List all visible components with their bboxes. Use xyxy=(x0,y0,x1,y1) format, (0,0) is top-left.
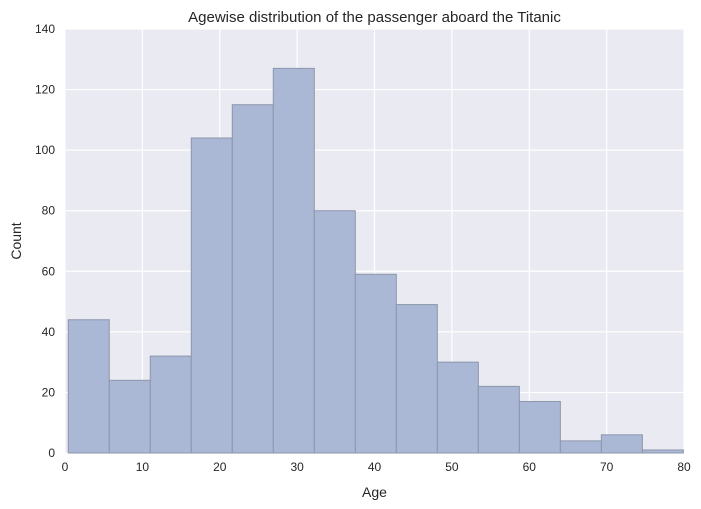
y-axis-label: Count xyxy=(8,222,24,259)
x-axis-label: Age xyxy=(362,484,387,500)
histogram-bar-5 xyxy=(272,67,315,454)
histogram-bar-0 xyxy=(67,319,110,454)
histogram-bar-10 xyxy=(477,385,520,454)
y-tick-label-4: 80 xyxy=(42,204,56,218)
histogram-bar-6 xyxy=(313,210,356,454)
histogram-bar-14 xyxy=(641,449,684,454)
x-tick-label-7: 70 xyxy=(600,460,614,474)
y-tick-label-2: 40 xyxy=(42,325,56,339)
y-tick-label-6: 120 xyxy=(35,83,55,97)
y-tick-label-0: 0 xyxy=(48,446,55,460)
y-tick-label-3: 60 xyxy=(42,264,56,278)
histogram-bar-2 xyxy=(149,355,192,454)
chart-title: Agewise distribution of the passenger ab… xyxy=(188,9,561,26)
histogram-bar-12 xyxy=(559,440,602,454)
x-tick-label-4: 40 xyxy=(368,460,382,474)
y-tick-label-5: 100 xyxy=(35,143,55,157)
histogram-bars xyxy=(67,67,684,454)
x-tick-label-1: 10 xyxy=(136,460,150,474)
x-tick-labels: 0 10 20 30 40 50 60 70 80 xyxy=(62,460,691,474)
x-tick-label-8: 80 xyxy=(677,460,691,474)
x-tick-label-3: 30 xyxy=(290,460,304,474)
x-tick-label-5: 50 xyxy=(445,460,459,474)
histogram-bar-11 xyxy=(518,401,561,454)
histogram-bar-7 xyxy=(354,273,397,454)
y-tick-label-7: 140 xyxy=(35,22,55,36)
x-tick-label-0: 0 xyxy=(62,460,69,474)
histogram-bar-9 xyxy=(436,361,479,454)
histogram-bar-1 xyxy=(108,379,151,454)
histogram-bar-3 xyxy=(190,137,233,454)
y-tick-label-1: 20 xyxy=(42,385,56,399)
x-tick-label-2: 20 xyxy=(213,460,227,474)
histogram-bar-4 xyxy=(231,104,274,454)
histogram-bar-13 xyxy=(600,434,643,454)
histogram-bar-8 xyxy=(395,304,438,454)
x-tick-label-6: 60 xyxy=(523,460,537,474)
y-tick-labels: 0 20 40 60 80 100 120 140 xyxy=(35,22,55,460)
